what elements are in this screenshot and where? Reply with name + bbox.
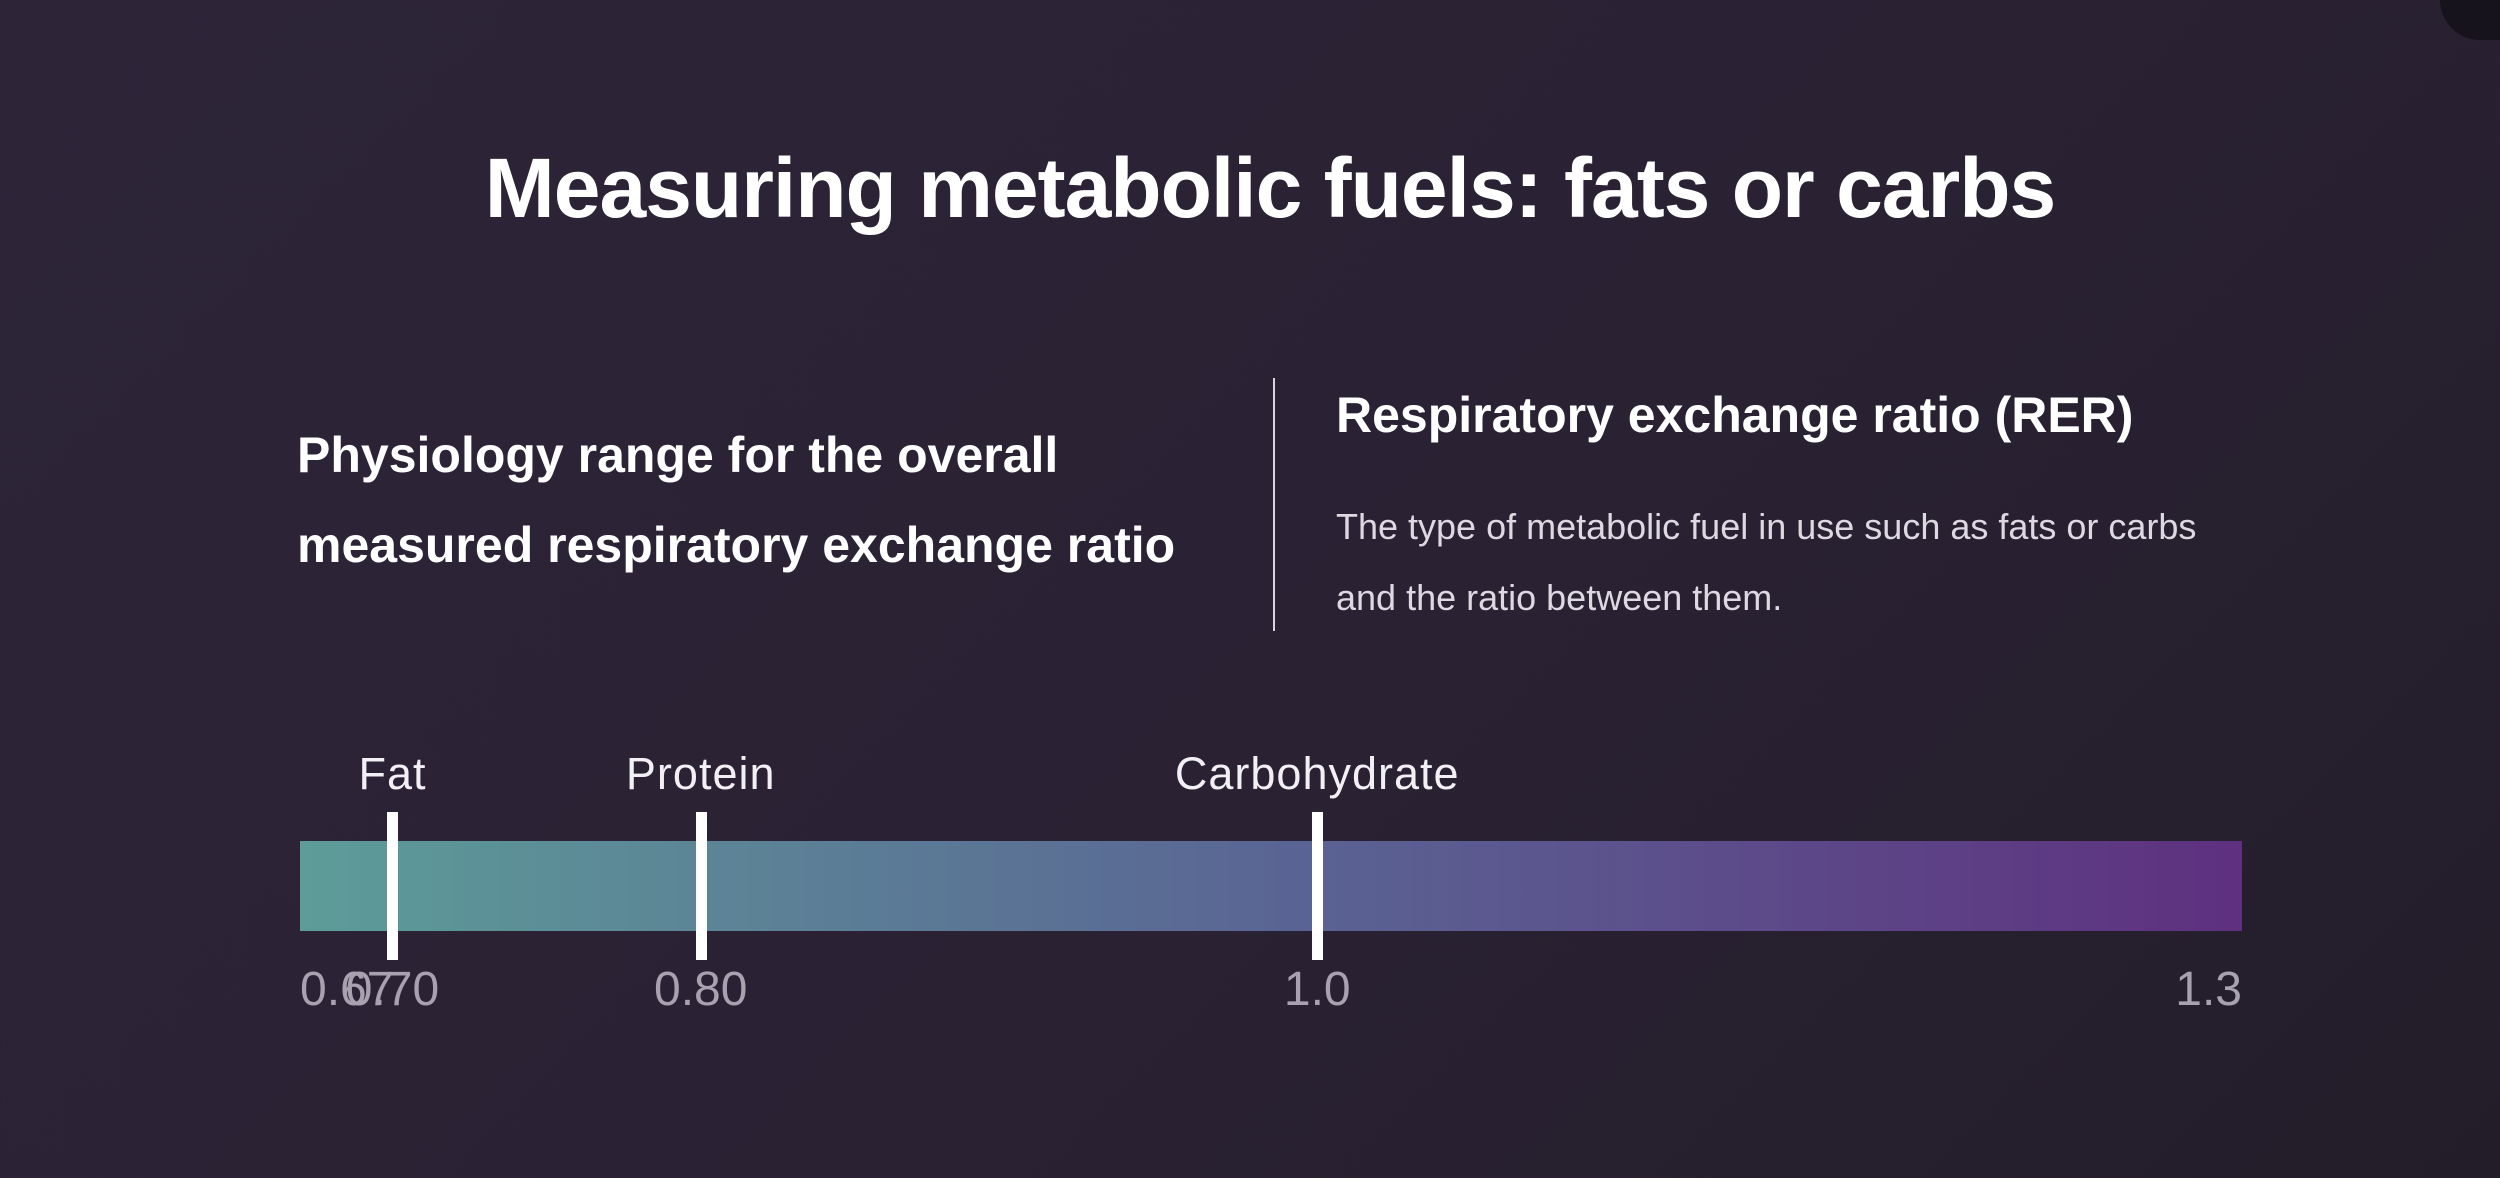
tick-label-0-80: 0.80 [654, 963, 748, 1016]
scale-heading: Physiology range for the overall measure… [297, 410, 1247, 590]
rer-description-line-2: and the ratio between them. [1336, 577, 1783, 618]
tick-label-0-70: 0.70 [345, 963, 440, 1016]
tick-label-0-67: 0.67 [300, 963, 394, 1016]
marker-line-fat [387, 812, 399, 960]
tick-label-1-3: 1.3 [2175, 963, 2242, 1016]
rer-heading: Respiratory exchange ratio (RER) [1336, 387, 2134, 443]
rer-gradient-bar [300, 841, 2242, 931]
scale-heading-line-1: Physiology range for the overall [297, 427, 1059, 483]
rer-scale: Fat Protein Carbohydrate 0.67 0.70 0.80 1.0 1.3 [300, 740, 2242, 1020]
scale-heading-line-2: measured respiratory exchange ratio [297, 517, 1176, 573]
rer-description-line-1: The type of metabolic fuel in use such a… [1336, 506, 2197, 547]
tick-label-1-0: 1.0 [1283, 963, 1351, 1016]
marker-label-protein: Protein [625, 748, 776, 799]
marker-line-carbohydrate [1312, 812, 1324, 960]
marker-label-carbohydrate: Carbohydrate [1174, 748, 1460, 799]
marker-line-protein [695, 812, 707, 960]
window-corner [2440, 0, 2500, 40]
marker-label-fat: Fat [358, 748, 427, 799]
panel-divider [1273, 378, 1275, 631]
page-title: Measuring metabolic fuels: fats or carbs [484, 141, 2056, 235]
rer-description: The type of metabolic fuel in use such a… [1336, 491, 2276, 633]
